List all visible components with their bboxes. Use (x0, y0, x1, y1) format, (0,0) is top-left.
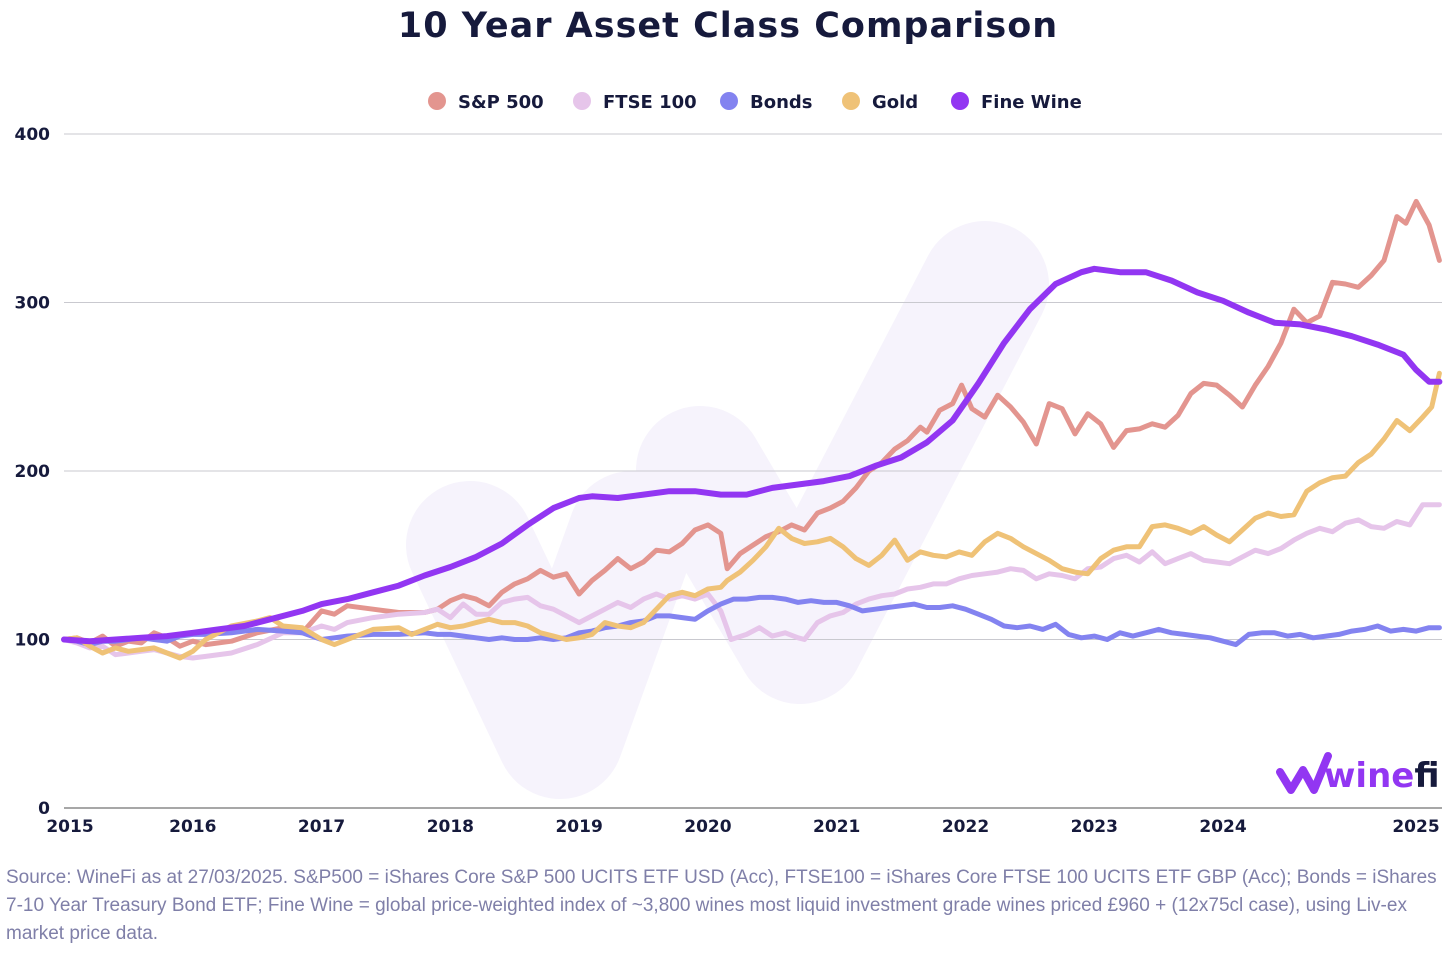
legend-marker-fine-wine (951, 92, 969, 110)
series-line-fine-wine (61, 265, 1443, 645)
gridlines (64, 133, 1442, 809)
legend-label-gold: Gold (872, 92, 918, 113)
x-tick-label: 2020 (684, 817, 731, 837)
winefi-logo-icon (1276, 752, 1332, 794)
x-tick-label: 2025 (1392, 817, 1439, 837)
x-tick-label: 2021 (813, 817, 860, 837)
x-tick-label: 2022 (942, 817, 989, 837)
svg-text:winefi: winefi (1324, 756, 1440, 796)
brand-name-wine: wine (1324, 756, 1414, 796)
legend-marker-ftse-100 (573, 92, 591, 110)
x-tick-label: 2024 (1199, 817, 1246, 837)
brand-name-fi: fi (1414, 756, 1439, 796)
watermark-stroke-2 (636, 221, 1049, 704)
y-tick-label: 100 (15, 631, 51, 651)
y-axis: 0 100 200 300 400 (15, 125, 51, 819)
source-note: Source: WineFi as at 27/03/2025. S&P500 … (6, 867, 1437, 944)
legend-marker-s-p-500 (428, 92, 446, 110)
series-line-bonds (61, 594, 1442, 648)
x-tick-label: 2018 (427, 817, 474, 837)
watermark-stroke-1 (406, 471, 696, 799)
winefi-logo: winefi (1276, 752, 1440, 796)
x-axis: 2015 2016 2017 2018 2019 2020 2021 2022 2023 2024… (46, 817, 1439, 837)
y-tick-label: 400 (15, 125, 51, 145)
legend-marker-gold (842, 92, 860, 110)
x-tick-label: 2017 (298, 817, 345, 837)
legend-marker-bonds (720, 92, 738, 110)
legend-label-bonds: Bonds (750, 92, 813, 113)
legend-label-ftse-100: FTSE 100 (603, 92, 697, 113)
y-tick-label: 0 (38, 799, 50, 819)
series-layer (61, 198, 1443, 661)
y-tick-label: 300 (15, 294, 51, 314)
x-tick-label: 2015 (46, 817, 93, 837)
legend-label-s-p-500: S&P 500 (458, 92, 544, 113)
x-tick-label: 2023 (1071, 817, 1118, 837)
series-line-ftse-100 (61, 502, 1442, 661)
series-line-s-p-500 (61, 198, 1442, 649)
legend: S&P 500 FTSE 100 Bonds Gold Fine Wine (428, 92, 1082, 113)
chart-title: 10 Year Asset Class Comparison (397, 6, 1059, 46)
series-line-gold (61, 370, 1442, 661)
legend-label-fine-wine: Fine Wine (981, 92, 1082, 113)
y-tick-label: 200 (15, 462, 51, 482)
x-tick-label: 2016 (169, 817, 216, 837)
x-tick-label: 2019 (555, 817, 602, 837)
